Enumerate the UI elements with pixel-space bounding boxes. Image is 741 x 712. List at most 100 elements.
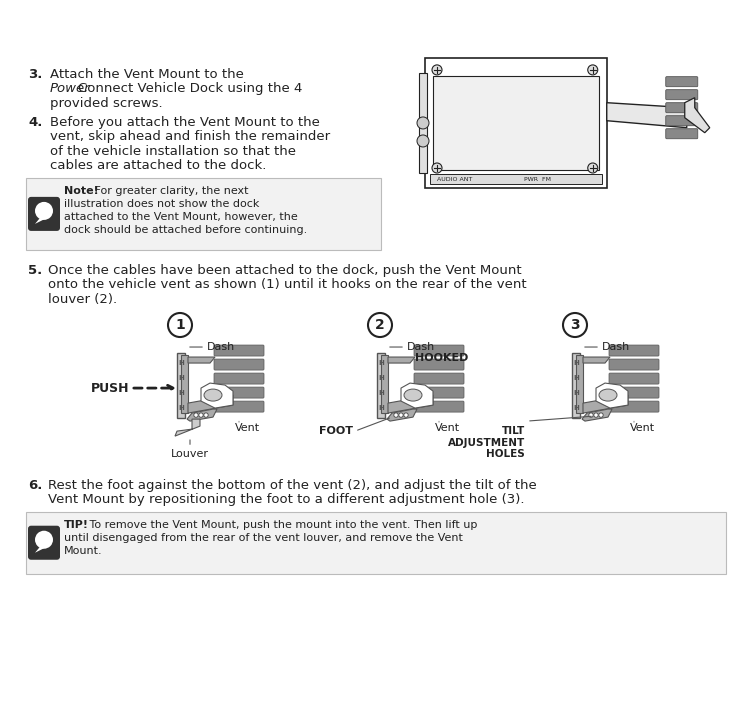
Text: H: H — [378, 405, 384, 411]
Text: TIP!: TIP! — [64, 520, 89, 530]
Circle shape — [404, 413, 408, 417]
Text: Mount.: Mount. — [64, 545, 102, 556]
Polygon shape — [388, 395, 433, 413]
FancyBboxPatch shape — [214, 373, 264, 384]
Text: of the vehicle installation so that the: of the vehicle installation so that the — [50, 145, 296, 158]
FancyBboxPatch shape — [214, 387, 264, 398]
Text: dock should be attached before continuing.: dock should be attached before continuin… — [64, 225, 308, 235]
Circle shape — [589, 413, 594, 417]
Circle shape — [368, 313, 392, 337]
Text: Rest the foot against the bottom of the vent (2), and adjust the tilt of the: Rest the foot against the bottom of the … — [48, 478, 536, 492]
Circle shape — [599, 413, 603, 417]
Circle shape — [194, 413, 198, 417]
Circle shape — [399, 413, 403, 417]
Text: 3: 3 — [570, 318, 579, 332]
Text: H: H — [378, 390, 384, 396]
Text: Vehicle Installation: Vehicle Installation — [12, 10, 268, 34]
Text: until disengaged from the rear of the vent louver, and remove the Vent: until disengaged from the rear of the ve… — [64, 533, 463, 543]
FancyBboxPatch shape — [609, 373, 659, 384]
Text: vent, skip ahead and finish the remainder: vent, skip ahead and finish the remainde… — [50, 130, 330, 143]
Text: Vent Mount by repositioning the foot to a different adjustment hole (3).: Vent Mount by repositioning the foot to … — [48, 493, 525, 506]
FancyBboxPatch shape — [414, 345, 464, 356]
Circle shape — [393, 413, 398, 417]
Text: H: H — [573, 360, 579, 366]
Polygon shape — [201, 383, 233, 408]
Bar — [377, 353, 385, 418]
Text: FOOT: FOOT — [319, 426, 353, 436]
Text: provided screws.: provided screws. — [50, 97, 162, 110]
Polygon shape — [583, 357, 610, 363]
Text: cables are attached to the dock.: cables are attached to the dock. — [50, 159, 266, 172]
Text: attached to the Vent Mount, however, the: attached to the Vent Mount, however, the — [64, 212, 298, 222]
FancyBboxPatch shape — [26, 178, 381, 250]
FancyBboxPatch shape — [414, 359, 464, 370]
Text: H: H — [178, 405, 184, 411]
FancyBboxPatch shape — [414, 387, 464, 398]
Text: Attach the Vent Mount to the: Attach the Vent Mount to the — [50, 68, 244, 81]
Text: PWR  FM: PWR FM — [524, 177, 551, 182]
Text: Once the cables have been attached to the dock, push the Vent Mount: Once the cables have been attached to th… — [48, 264, 522, 277]
Polygon shape — [401, 383, 433, 408]
Text: 4.: 4. — [28, 116, 42, 129]
Text: Dash: Dash — [407, 342, 435, 352]
Text: Note!: Note! — [64, 186, 99, 196]
Text: H: H — [573, 405, 579, 411]
FancyBboxPatch shape — [665, 115, 698, 126]
FancyBboxPatch shape — [609, 387, 659, 398]
Circle shape — [432, 163, 442, 173]
Text: 1: 1 — [175, 318, 185, 332]
Text: PUSH: PUSH — [90, 382, 129, 394]
Text: H: H — [573, 390, 579, 396]
Text: H: H — [378, 375, 384, 381]
Polygon shape — [188, 357, 215, 363]
Bar — [419, 73, 427, 173]
Circle shape — [417, 117, 429, 129]
Text: AUDIO ANT: AUDIO ANT — [437, 177, 472, 182]
Circle shape — [594, 413, 598, 417]
FancyBboxPatch shape — [665, 77, 698, 87]
Polygon shape — [607, 103, 687, 127]
Bar — [572, 353, 580, 418]
Text: louver (2).: louver (2). — [48, 293, 117, 306]
Circle shape — [35, 530, 53, 549]
Polygon shape — [685, 98, 710, 132]
Text: Dash: Dash — [207, 342, 235, 352]
Polygon shape — [596, 383, 628, 408]
FancyBboxPatch shape — [214, 345, 264, 356]
FancyBboxPatch shape — [609, 345, 659, 356]
Circle shape — [417, 135, 429, 147]
Polygon shape — [187, 409, 217, 421]
Text: Louver: Louver — [171, 449, 209, 459]
FancyBboxPatch shape — [609, 359, 659, 370]
Circle shape — [168, 313, 192, 337]
Text: H: H — [178, 390, 184, 396]
Bar — [576, 355, 583, 413]
FancyBboxPatch shape — [414, 373, 464, 384]
Circle shape — [35, 202, 53, 220]
FancyBboxPatch shape — [28, 197, 60, 231]
Polygon shape — [388, 357, 415, 363]
Polygon shape — [35, 547, 45, 553]
Bar — [425, 58, 607, 188]
Text: Before you attach the Vent Mount to the: Before you attach the Vent Mount to the — [50, 116, 320, 129]
Bar — [381, 355, 388, 413]
Text: H: H — [378, 360, 384, 366]
Polygon shape — [188, 395, 233, 413]
Polygon shape — [582, 409, 612, 421]
Text: To remove the Vent Mount, push the mount into the vent. Then lift up: To remove the Vent Mount, push the mount… — [86, 520, 477, 530]
Text: illustration does not show the dock: illustration does not show the dock — [64, 199, 259, 209]
Bar — [433, 76, 599, 170]
Text: HOOKED: HOOKED — [415, 353, 468, 363]
Ellipse shape — [599, 389, 617, 401]
Bar — [430, 174, 602, 184]
Polygon shape — [387, 409, 417, 421]
Text: 5.: 5. — [28, 264, 42, 277]
Text: 2: 2 — [375, 318, 385, 332]
Text: 17: 17 — [696, 691, 717, 707]
FancyBboxPatch shape — [28, 525, 60, 560]
Circle shape — [432, 65, 442, 75]
Text: 6.: 6. — [28, 478, 42, 492]
FancyBboxPatch shape — [414, 401, 464, 412]
Bar — [181, 355, 188, 413]
Circle shape — [588, 65, 598, 75]
